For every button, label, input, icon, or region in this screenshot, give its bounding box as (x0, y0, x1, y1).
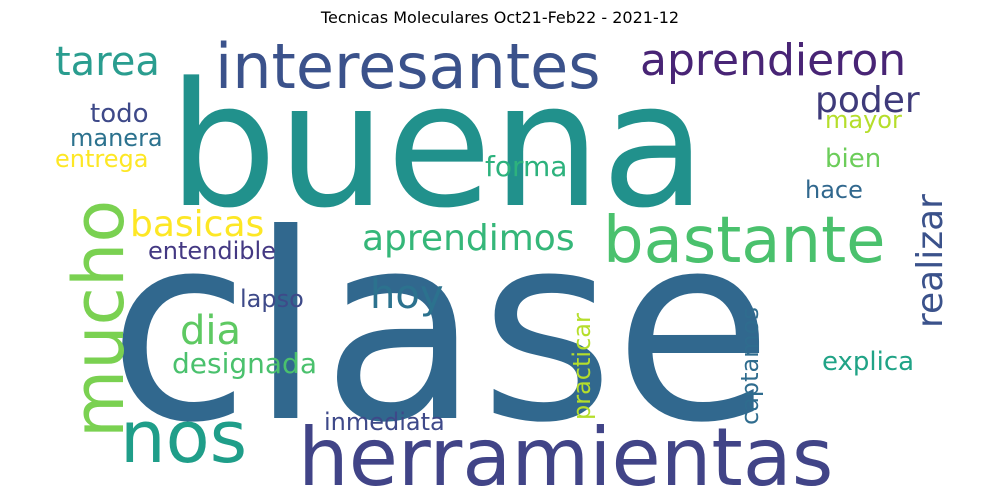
word-entrega: entrega (55, 145, 148, 173)
word-todo: todo (90, 99, 149, 129)
word-bien: bien (825, 144, 881, 174)
word-bastante: bastante (603, 204, 886, 278)
word-practicar: practicar (568, 313, 596, 420)
word-lapso: lapso (240, 285, 304, 313)
word-hace: hace (805, 176, 863, 204)
word-explica: explica (822, 347, 914, 377)
word-captamos: captamos (736, 307, 764, 425)
word-realizar: realizar (910, 194, 951, 328)
word-poder: poder (815, 80, 920, 121)
word-aprendieron: aprendieron (640, 35, 906, 86)
word-basicas: basicas (130, 204, 264, 245)
word-buena: buena (168, 45, 706, 246)
word-tarea: tarea (55, 39, 160, 85)
word-mucho: mucho (58, 200, 140, 438)
word-nos: nos (120, 395, 247, 479)
word-clase: clase (108, 179, 773, 479)
word-entendible: entendible (148, 237, 276, 265)
word-inmediata: inmediata (324, 408, 445, 436)
word-designada: designada (172, 347, 317, 380)
word-mayor: mayor (825, 106, 902, 134)
word-interesantes: interesantes (215, 30, 601, 103)
figure-title: Tecnicas Moleculares Oct21-Feb22 - 2021-… (320, 8, 680, 27)
word-manera: manera (70, 124, 163, 152)
word-forma: forma (485, 150, 567, 183)
word-herramientas: herramientas (298, 411, 833, 500)
word-hoy: hoy (370, 272, 444, 318)
word-dia: dia (180, 308, 241, 354)
word-aprendimos: aprendimos (362, 218, 575, 259)
